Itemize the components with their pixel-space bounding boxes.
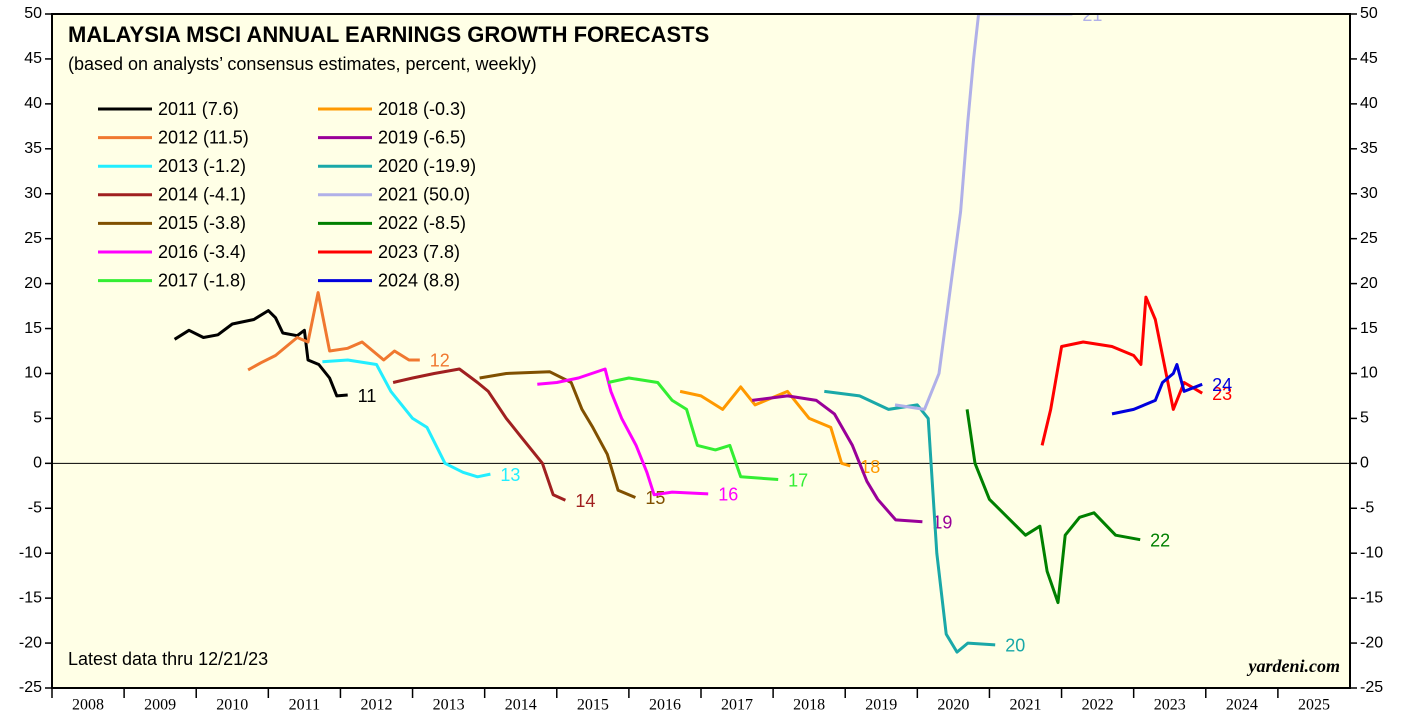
x-tick-label: 2025 <box>1298 697 1330 714</box>
x-tick-label: 2008 <box>72 697 104 714</box>
y-tick-label: 25 <box>24 230 42 247</box>
x-tick-label: 2022 <box>1082 697 1114 714</box>
y2-tick-label: 0 <box>1360 455 1369 472</box>
legend-label: 2012 (11.5) <box>158 127 249 147</box>
legend-label: 2024 (8.8) <box>378 270 460 290</box>
y2-tick-label: 5 <box>1360 410 1369 427</box>
legend-label: 2023 (7.8) <box>378 242 460 262</box>
chart-title: MALAYSIA MSCI ANNUAL EARNINGS GROWTH FOR… <box>68 22 709 47</box>
series-line <box>894 14 1073 411</box>
legend-label: 2011 (7.6) <box>158 99 239 119</box>
series-line <box>537 367 709 497</box>
end-label: 15 <box>645 488 665 508</box>
end-label: 19 <box>932 512 952 532</box>
end-label: 24 <box>1212 375 1232 395</box>
y2-tick-label: 25 <box>1360 230 1378 247</box>
end-label: 21 <box>1082 5 1102 25</box>
series-line <box>1111 363 1203 416</box>
legend-label: 2015 (-3.8) <box>158 213 246 233</box>
legend-label: 2022 (-8.5) <box>378 213 466 233</box>
x-tick-label: 2017 <box>721 697 753 714</box>
x-tick-label: 2021 <box>1010 697 1042 714</box>
y2-tick-label: -25 <box>1360 679 1383 696</box>
x-tick-label: 2014 <box>505 697 537 714</box>
legend-label: 2020 (-19.9) <box>378 156 476 176</box>
legend-label: 2019 (-6.5) <box>378 127 466 147</box>
y-tick-label: -15 <box>19 589 42 606</box>
series-line <box>965 409 1141 605</box>
y-tick-label: 45 <box>24 50 42 67</box>
series-line <box>322 358 491 479</box>
legend-label: 2013 (-1.2) <box>158 156 246 176</box>
x-tick-label: 2010 <box>216 697 248 714</box>
x-tick-label: 2018 <box>793 697 825 714</box>
legend-label: 2021 (50.0) <box>378 185 470 205</box>
y-tick-label: 35 <box>24 140 42 157</box>
y-tick-label: 20 <box>24 275 42 292</box>
y-tick-label: 30 <box>24 185 42 202</box>
x-tick-label: 2016 <box>649 697 681 714</box>
legend-label: 2017 (-1.8) <box>158 270 246 290</box>
y2-tick-label: 35 <box>1360 140 1378 157</box>
chart-subtitle: (based on analysts’ consensus estimates,… <box>68 54 537 74</box>
x-tick-label: 2024 <box>1226 697 1258 714</box>
y-tick-label: -20 <box>19 634 42 651</box>
y-tick-label: 50 <box>24 5 42 22</box>
end-label: 13 <box>500 465 520 485</box>
x-tick-label: 2019 <box>865 697 897 714</box>
series-line <box>1040 295 1203 446</box>
y-tick-label: 5 <box>33 410 42 427</box>
y-tick-label: -5 <box>28 499 42 516</box>
y2-tick-label: -5 <box>1360 499 1374 516</box>
x-tick-label: 2013 <box>433 697 465 714</box>
series-line <box>607 376 779 481</box>
y-tick-label: 15 <box>24 320 42 337</box>
end-label: 11 <box>358 386 377 406</box>
y2-tick-label: 20 <box>1360 275 1378 292</box>
series-line <box>752 394 923 524</box>
source: yardeni.com <box>1247 656 1341 676</box>
series-line <box>247 291 420 372</box>
end-label: 12 <box>430 351 450 371</box>
x-tick-label: 2023 <box>1154 697 1186 714</box>
y-tick-label: -25 <box>19 679 42 696</box>
y2-tick-label: -15 <box>1360 589 1383 606</box>
x-tick-label: 2020 <box>937 697 969 714</box>
legend-label: 2018 (-0.3) <box>378 99 466 119</box>
end-label: 23 <box>1212 384 1232 404</box>
y-tick-label: 0 <box>33 455 42 472</box>
end-label: 20 <box>1005 636 1025 656</box>
y2-tick-label: 45 <box>1360 50 1378 67</box>
x-tick-label: 2012 <box>361 697 393 714</box>
y2-tick-label: 40 <box>1360 95 1378 112</box>
x-tick-label: 2009 <box>144 697 176 714</box>
note: Latest data thru 12/21/23 <box>68 649 268 669</box>
legend-label: 2016 (-3.4) <box>158 242 246 262</box>
series-line <box>479 370 636 499</box>
x-tick-label: 2015 <box>577 697 609 714</box>
end-label: 16 <box>718 485 738 505</box>
y2-tick-label: 15 <box>1360 320 1378 337</box>
legend-label: 2014 (-4.1) <box>158 185 246 205</box>
y-tick-label: 40 <box>24 95 42 112</box>
y2-tick-label: -10 <box>1360 544 1383 561</box>
series-line <box>173 309 348 398</box>
end-label: 18 <box>860 457 880 477</box>
y-tick-label: 10 <box>24 365 42 382</box>
end-label: 17 <box>788 470 808 490</box>
y2-tick-label: -20 <box>1360 634 1383 651</box>
y-tick-label: -10 <box>19 544 42 561</box>
plot-background <box>52 14 1350 688</box>
series-line <box>392 367 567 502</box>
end-label: 14 <box>575 491 595 511</box>
x-tick-label: 2011 <box>289 697 320 714</box>
y2-tick-label: 30 <box>1360 185 1378 202</box>
series-line <box>824 389 996 654</box>
y2-tick-label: 50 <box>1360 5 1378 22</box>
y2-tick-label: 10 <box>1360 365 1378 382</box>
end-label: 22 <box>1150 530 1170 550</box>
